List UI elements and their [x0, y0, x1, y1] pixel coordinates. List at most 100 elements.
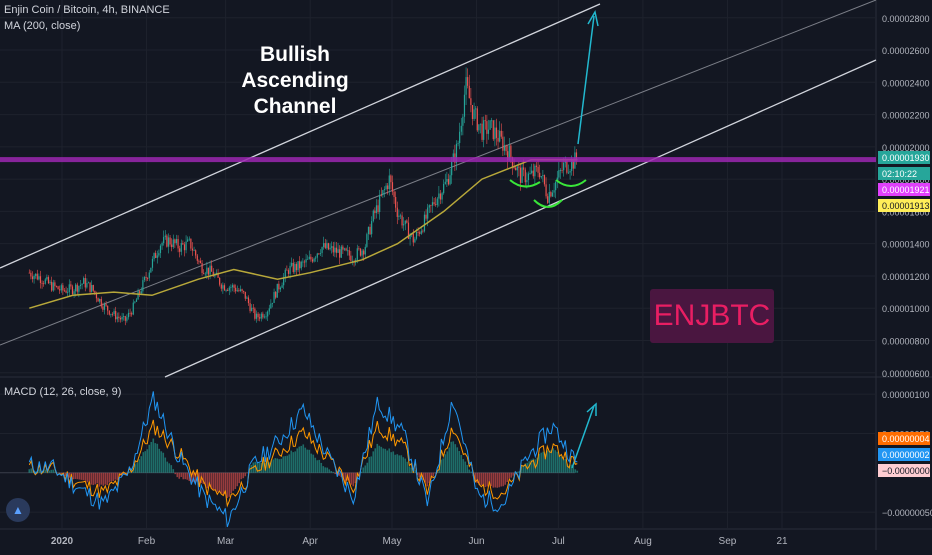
candle	[150, 268, 151, 273]
price-axis-badge: 0.00001921	[878, 183, 930, 196]
candle-body	[305, 259, 306, 262]
macd-histogram-bar	[322, 466, 324, 473]
macd-histogram-bar	[226, 473, 228, 498]
candle-body	[419, 232, 420, 234]
macd-histogram-bar	[292, 452, 294, 473]
macd-axis-badge: 0.00000004	[878, 432, 930, 445]
candle-body	[209, 266, 210, 275]
macd-histogram-bar	[458, 451, 460, 473]
price-tick-label: 0.00002600	[882, 46, 930, 56]
macd-histogram-bar	[352, 473, 354, 487]
candle-body	[390, 175, 391, 182]
candle-body	[80, 285, 81, 286]
candle-body	[416, 232, 417, 239]
candle-body	[93, 285, 94, 291]
candle-body	[181, 243, 182, 252]
candle-body	[547, 196, 548, 203]
candle-body	[325, 243, 326, 248]
candle-body	[309, 257, 310, 259]
symbol-legend[interactable]: Enjin Coin / Bitcoin, 4h, BINANCE	[4, 4, 170, 16]
candle-body	[232, 285, 233, 287]
candle-body	[257, 314, 258, 318]
macd-histogram-bar	[486, 473, 488, 487]
macd-axis-badge: 0.00000002	[878, 448, 930, 461]
candle-body	[120, 318, 121, 319]
candle-body	[481, 124, 482, 140]
candle-body	[515, 168, 516, 170]
candle-body	[139, 291, 140, 293]
macd-histogram-bar	[314, 458, 316, 473]
ticker-box: ENJBTC	[650, 289, 774, 343]
candle	[489, 120, 490, 130]
candle-body	[478, 124, 479, 130]
candle-body	[65, 291, 66, 293]
macd-histogram-bar	[278, 459, 280, 473]
candle-body	[166, 236, 167, 247]
macd-histogram-bar	[350, 473, 352, 485]
macd-histogram-bar	[502, 473, 504, 486]
candle-body	[97, 298, 98, 301]
candle-body	[523, 167, 524, 169]
candle-body	[262, 314, 263, 318]
macd-histogram-bar	[510, 473, 512, 478]
macd-histogram-bar	[324, 467, 326, 472]
candle-body	[376, 205, 377, 213]
macd-tick-label: −0.00000050	[882, 508, 932, 518]
candle-body	[533, 171, 534, 177]
candle-body	[153, 253, 154, 259]
candle-body	[366, 234, 367, 247]
title-line-1: Bullish	[200, 42, 390, 68]
candle-body	[569, 171, 570, 173]
macd-histogram-bar	[466, 465, 468, 473]
macd-histogram-bar	[406, 462, 408, 473]
candle-body	[360, 249, 361, 256]
candle-body	[131, 313, 132, 314]
time-tick-label: Feb	[138, 536, 156, 547]
macd-histogram-bar	[142, 452, 144, 473]
candle-body	[243, 291, 244, 292]
candle-body	[30, 273, 31, 277]
candle-body	[521, 167, 522, 182]
candle-body	[480, 124, 481, 125]
price-tick-label: 0.00001400	[882, 240, 930, 250]
candle-body	[176, 239, 177, 243]
candle-body	[147, 278, 148, 279]
macd-histogram-bar	[392, 451, 394, 472]
candle-body	[203, 273, 204, 274]
candle-body	[83, 278, 84, 284]
macd-histogram-bar	[372, 451, 374, 472]
macd-histogram-bar	[162, 453, 164, 473]
candle-body	[382, 190, 383, 195]
candle-body	[405, 221, 406, 225]
candle-body	[165, 236, 166, 237]
candle-body	[49, 282, 50, 283]
candle-body	[363, 251, 364, 255]
candle-body	[464, 95, 465, 117]
candle-body	[273, 292, 274, 303]
price-tick-label: 0.00002800	[882, 14, 930, 24]
candle-body	[393, 192, 394, 197]
price-tick-label: 0.00002200	[882, 111, 930, 121]
macd-histogram-bar	[318, 460, 320, 473]
candle-body	[289, 266, 290, 274]
candle-body	[301, 262, 302, 268]
macd-histogram-bar	[86, 473, 88, 483]
candle-body	[129, 313, 130, 314]
candle-body	[568, 173, 569, 174]
candle-body	[285, 270, 286, 277]
macd-histogram-bar	[504, 473, 506, 485]
candle-body	[528, 174, 529, 180]
macd-legend[interactable]: MACD (12, 26, close, 9)	[4, 386, 121, 398]
candle-body	[101, 299, 102, 307]
candle-body	[195, 250, 196, 255]
candle-body	[168, 237, 169, 246]
time-tick-label: Mar	[217, 536, 235, 547]
ma-legend[interactable]: MA (200, close)	[4, 20, 80, 32]
macd-histogram-bar	[308, 450, 310, 473]
macd-histogram-bar	[222, 473, 224, 495]
tradingview-logo-icon[interactable]: ▲	[6, 498, 30, 522]
candle-body	[472, 105, 473, 119]
candle-body	[385, 186, 386, 190]
candle-body	[67, 292, 68, 293]
